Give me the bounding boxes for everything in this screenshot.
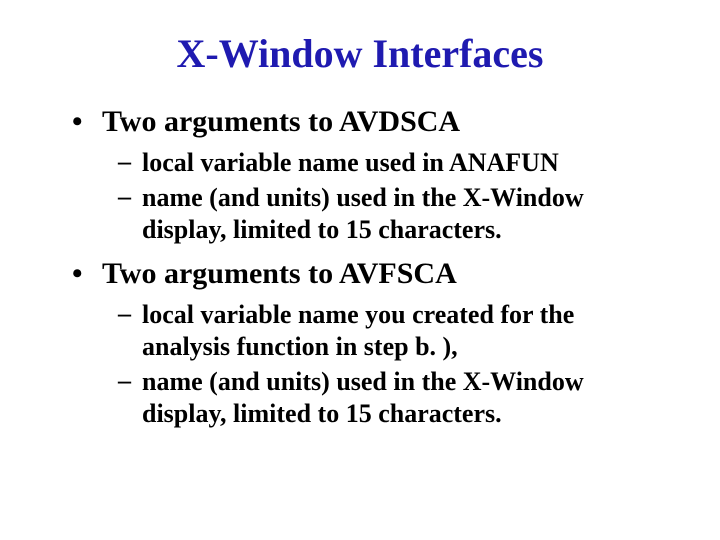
sub-bullet-text: name (and units) used in the X-Window di… [142, 366, 660, 431]
bullet-marker: • [66, 257, 102, 291]
bullet-marker: • [66, 105, 102, 139]
sub-bullet-text: local variable name used in ANAFUN [142, 147, 660, 180]
slide-body: • Two arguments to AVDSCA – local variab… [60, 105, 660, 431]
bullet-text: Two arguments to AVDSCA [102, 105, 660, 139]
sub-bullet-item: – local variable name you created for th… [66, 299, 660, 364]
dash-marker: – [118, 366, 142, 431]
dash-marker: – [118, 147, 142, 180]
sub-bullet-item: – name (and units) used in the X-Window … [66, 366, 660, 431]
dash-marker: – [118, 182, 142, 247]
dash-marker: – [118, 299, 142, 364]
slide-title: X-Window Interfaces [60, 30, 660, 77]
sub-bullet-item: – name (and units) used in the X-Window … [66, 182, 660, 247]
bullet-item: • Two arguments to AVFSCA [66, 257, 660, 291]
slide: X-Window Interfaces • Two arguments to A… [0, 0, 720, 431]
sub-bullet-item: – local variable name used in ANAFUN [66, 147, 660, 180]
sub-bullet-text: local variable name you created for the … [142, 299, 660, 364]
bullet-text: Two arguments to AVFSCA [102, 257, 660, 291]
bullet-item: • Two arguments to AVDSCA [66, 105, 660, 139]
sub-bullet-text: name (and units) used in the X-Window di… [142, 182, 660, 247]
